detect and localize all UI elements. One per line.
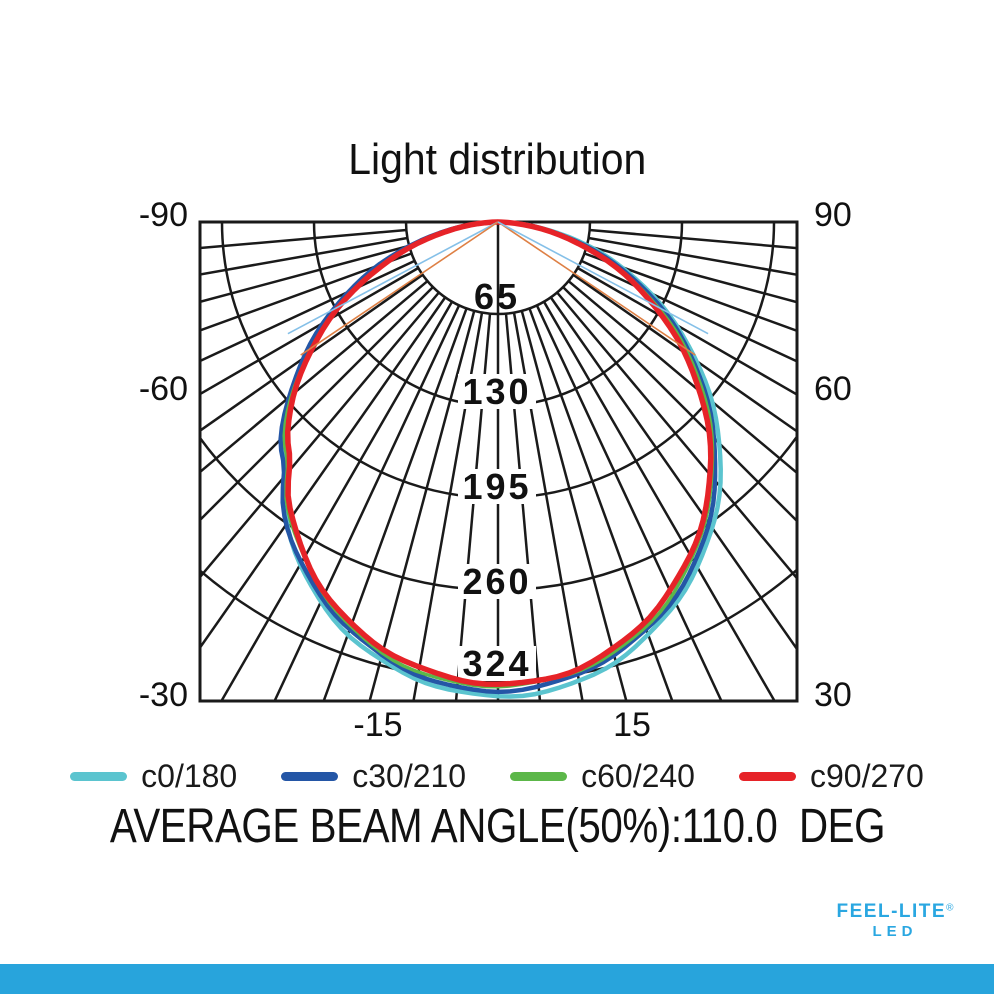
- curve-c90-270: [284, 219, 714, 687]
- legend-item-c90-270: c90/270: [738, 757, 924, 795]
- svg-text:30: 30: [814, 676, 852, 714]
- bottom-accent-bar: [0, 964, 994, 994]
- svg-text:-30: -30: [139, 676, 188, 714]
- svg-text:-15: -15: [353, 706, 402, 744]
- legend-swatch-c30-210: [281, 771, 339, 781]
- legend-swatch-c0-180: [70, 771, 128, 781]
- brand-logo: FEEL-LITE® LED: [820, 901, 970, 940]
- legend-label-c60-240: c60/240: [581, 757, 695, 794]
- svg-text:195: 195: [462, 466, 531, 507]
- legend-label-c0-180: c0/180: [141, 757, 238, 794]
- average-beam-angle-text: AVERAGE BEAM ANGLE(50%):110.0 DEG: [109, 799, 885, 853]
- intensity-curves: [278, 219, 723, 699]
- registered-trademark-icon: ®: [946, 902, 954, 914]
- svg-text:-90: -90: [139, 196, 188, 234]
- svg-text:130: 130: [462, 371, 531, 412]
- chart-title: Light distribution: [347, 135, 646, 184]
- legend-label-c30-210: c30/210: [352, 757, 467, 794]
- svg-text:65: 65: [474, 276, 520, 317]
- average-beam-angle-row: AVERAGE BEAM ANGLE(50%):110.0 DEG: [0, 799, 994, 853]
- svg-text:324: 324: [462, 643, 531, 684]
- legend-item-c60-240: c60/240: [510, 758, 695, 795]
- legend-swatch-c60-240: [510, 771, 568, 781]
- legend-label-c90-270: c90/270: [809, 757, 924, 794]
- legend: c0/180 c30/210 c60/240 c90/270: [0, 752, 994, 800]
- logo-brand-text: FEEL-LITE: [836, 901, 947, 922]
- beam-angle-indicator-lines: [287, 221, 709, 356]
- legend-item-c0-180: c0/180: [70, 758, 237, 795]
- angle-tick-labels: -90 -60 -30 -15 15 30 60 90: [139, 196, 852, 744]
- svg-text:260: 260: [462, 561, 531, 602]
- svg-text:60: 60: [814, 370, 852, 408]
- svg-text:90: 90: [814, 196, 852, 234]
- logo-sub-text: LED: [872, 922, 918, 940]
- chart-title-row: Light distribution: [0, 134, 994, 186]
- svg-text:15: 15: [613, 706, 651, 744]
- legend-item-c30-210: c30/210: [281, 758, 466, 795]
- curve-c30-210: [278, 219, 718, 695]
- svg-text:-60: -60: [139, 370, 188, 408]
- radial-tick-labels: 65 130 195 260 324: [458, 276, 536, 684]
- light-distribution-chart: 65 130 195 260 324 -90 -60 -30 -15 15 30 60 90: [139, 196, 852, 744]
- legend-swatch-c90-270: [738, 771, 796, 781]
